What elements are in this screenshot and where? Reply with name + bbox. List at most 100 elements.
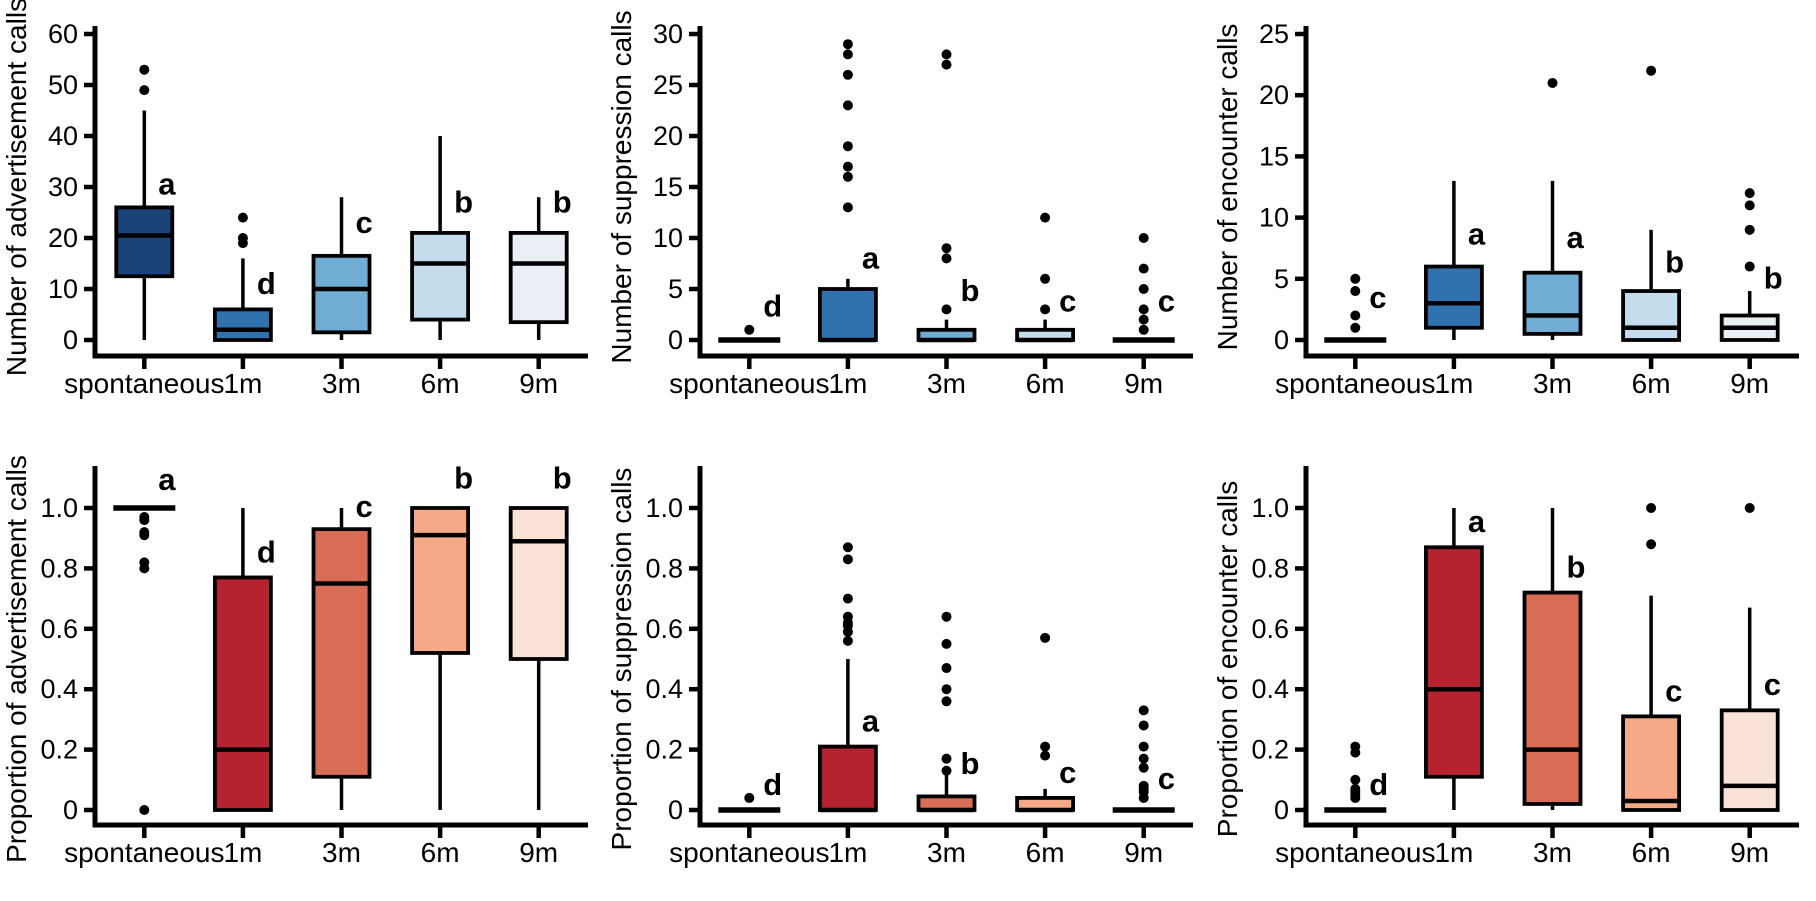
outlier-point [842, 39, 853, 50]
box-group-1m: d [212, 508, 276, 812]
outlier-point [941, 696, 952, 707]
y-tick-label: 15 [1259, 141, 1289, 171]
outlier-point [1138, 304, 1149, 315]
significance-letter: a [862, 241, 880, 276]
outlier-point [842, 611, 853, 622]
x-tick-label: 1m [223, 368, 262, 399]
box-group-3m: a [1522, 77, 1585, 340]
outlier-point [842, 635, 853, 646]
box-group-9m: b [508, 185, 572, 340]
box-group-1m: a [1423, 180, 1486, 340]
significance-letter: c [1665, 673, 1682, 708]
box [311, 253, 372, 335]
x-tick-label: 6m [1632, 837, 1671, 868]
x-tick-label: 6m [1632, 368, 1671, 399]
significance-letter: c [1764, 667, 1781, 702]
outlier-point [1350, 322, 1361, 333]
box-group-6m: c [1621, 503, 1682, 812]
x-tick-label: spontaneous [669, 837, 829, 868]
outlier-point [941, 253, 952, 264]
panel-suppression-proportion: 0 0.2 0.4 0.6 0.8 1.0 spontaneous 1m 3m 6m 9m Propo… [605, 420, 1211, 901]
outlier-point [1138, 753, 1149, 764]
outlier-point [237, 212, 248, 223]
x-tick-label: 9m [1730, 368, 1769, 399]
y-axis-label: Number of encounter calls [1212, 24, 1243, 351]
box [311, 527, 372, 779]
y-tick-label: 0.6 [645, 614, 683, 644]
y-tick-label: 0.4 [1251, 674, 1289, 704]
box-group-1m: a [817, 39, 880, 343]
outlier-point [941, 304, 952, 315]
outlier-point [1138, 263, 1149, 274]
box [1621, 289, 1682, 342]
outlier-point [941, 638, 952, 649]
outlier-point [842, 49, 853, 60]
significance-letter: d [1369, 767, 1388, 802]
outlier-point [941, 663, 952, 674]
box [1719, 708, 1780, 812]
y-tick-label: 15 [653, 172, 683, 202]
panel-suppression-number: 0 5 10 15 20 25 30 spontaneous 1m 3m 6m 9m Number of… [605, 0, 1211, 420]
box [1522, 270, 1583, 336]
y-tick-label: 0 [668, 325, 683, 355]
x-tick-label: 3m [927, 837, 966, 868]
outlier-point [1040, 273, 1051, 284]
y-axis-label: Proportion of advertisement calls [1, 455, 32, 863]
y-tick-label: 1.0 [645, 493, 683, 523]
x-tick-label: 1m [828, 368, 867, 399]
y-tick-label: 0 [668, 795, 683, 825]
box-group-9m: b [1719, 188, 1783, 342]
significance-letter: b [1567, 549, 1586, 584]
outlier-point [1040, 632, 1051, 643]
x-tick-label: 9m [1124, 368, 1163, 399]
outlier-point [842, 542, 853, 553]
box-group-spontaneous: a [113, 462, 176, 815]
y-tick-label: 0.6 [1251, 614, 1289, 644]
y-tick-label: 20 [48, 223, 78, 253]
x-tick-label: 1m [223, 837, 262, 868]
y-tick-label: 50 [48, 70, 78, 100]
x-tick-label: 1m [1434, 837, 1473, 868]
significance-letter: b [553, 460, 572, 495]
y-tick-label: 0.6 [40, 614, 78, 644]
x-tick-label: spontaneous [64, 837, 224, 868]
significance-letter: c [1158, 283, 1175, 318]
y-tick-label: 0.2 [1251, 735, 1289, 765]
box-group-spontaneous: a [114, 64, 176, 340]
box-group-spontaneous: c [1324, 273, 1387, 343]
outlier-point [139, 805, 150, 815]
outlier-point [1744, 200, 1755, 211]
box-group-6m: b [410, 460, 473, 810]
significance-letter: d [257, 266, 276, 301]
y-tick-label: 1.0 [40, 493, 78, 523]
outlier-point [1646, 503, 1657, 513]
significance-letter: a [158, 462, 176, 497]
outlier-point [1350, 774, 1361, 785]
significance-letter: b [454, 460, 473, 495]
x-tick-label: 3m [1533, 368, 1572, 399]
y-tick-label: 40 [48, 121, 78, 151]
box-group-6m: c [1015, 632, 1076, 813]
y-tick-label: 30 [653, 19, 683, 49]
box-group-1m: a [817, 542, 880, 813]
outlier-point [139, 530, 150, 541]
significance-letter: d [763, 289, 782, 324]
outlier-point [1646, 539, 1657, 550]
y-tick-label: 0 [1274, 795, 1289, 825]
outlier-point [1138, 284, 1149, 294]
x-tick-label: 9m [1730, 837, 1769, 868]
box-group-spontaneous: d [718, 289, 782, 343]
significance-letter: c [356, 489, 373, 524]
y-tick-label: 0.2 [645, 735, 683, 765]
x-tick-label: 3m [1533, 837, 1572, 868]
outlier-point [1350, 273, 1361, 284]
outlier-point [842, 100, 853, 111]
outlier-point [139, 64, 150, 75]
box-group-6m: c [1015, 212, 1076, 343]
significance-letter: c [1369, 280, 1386, 315]
outlier-point [842, 161, 853, 172]
